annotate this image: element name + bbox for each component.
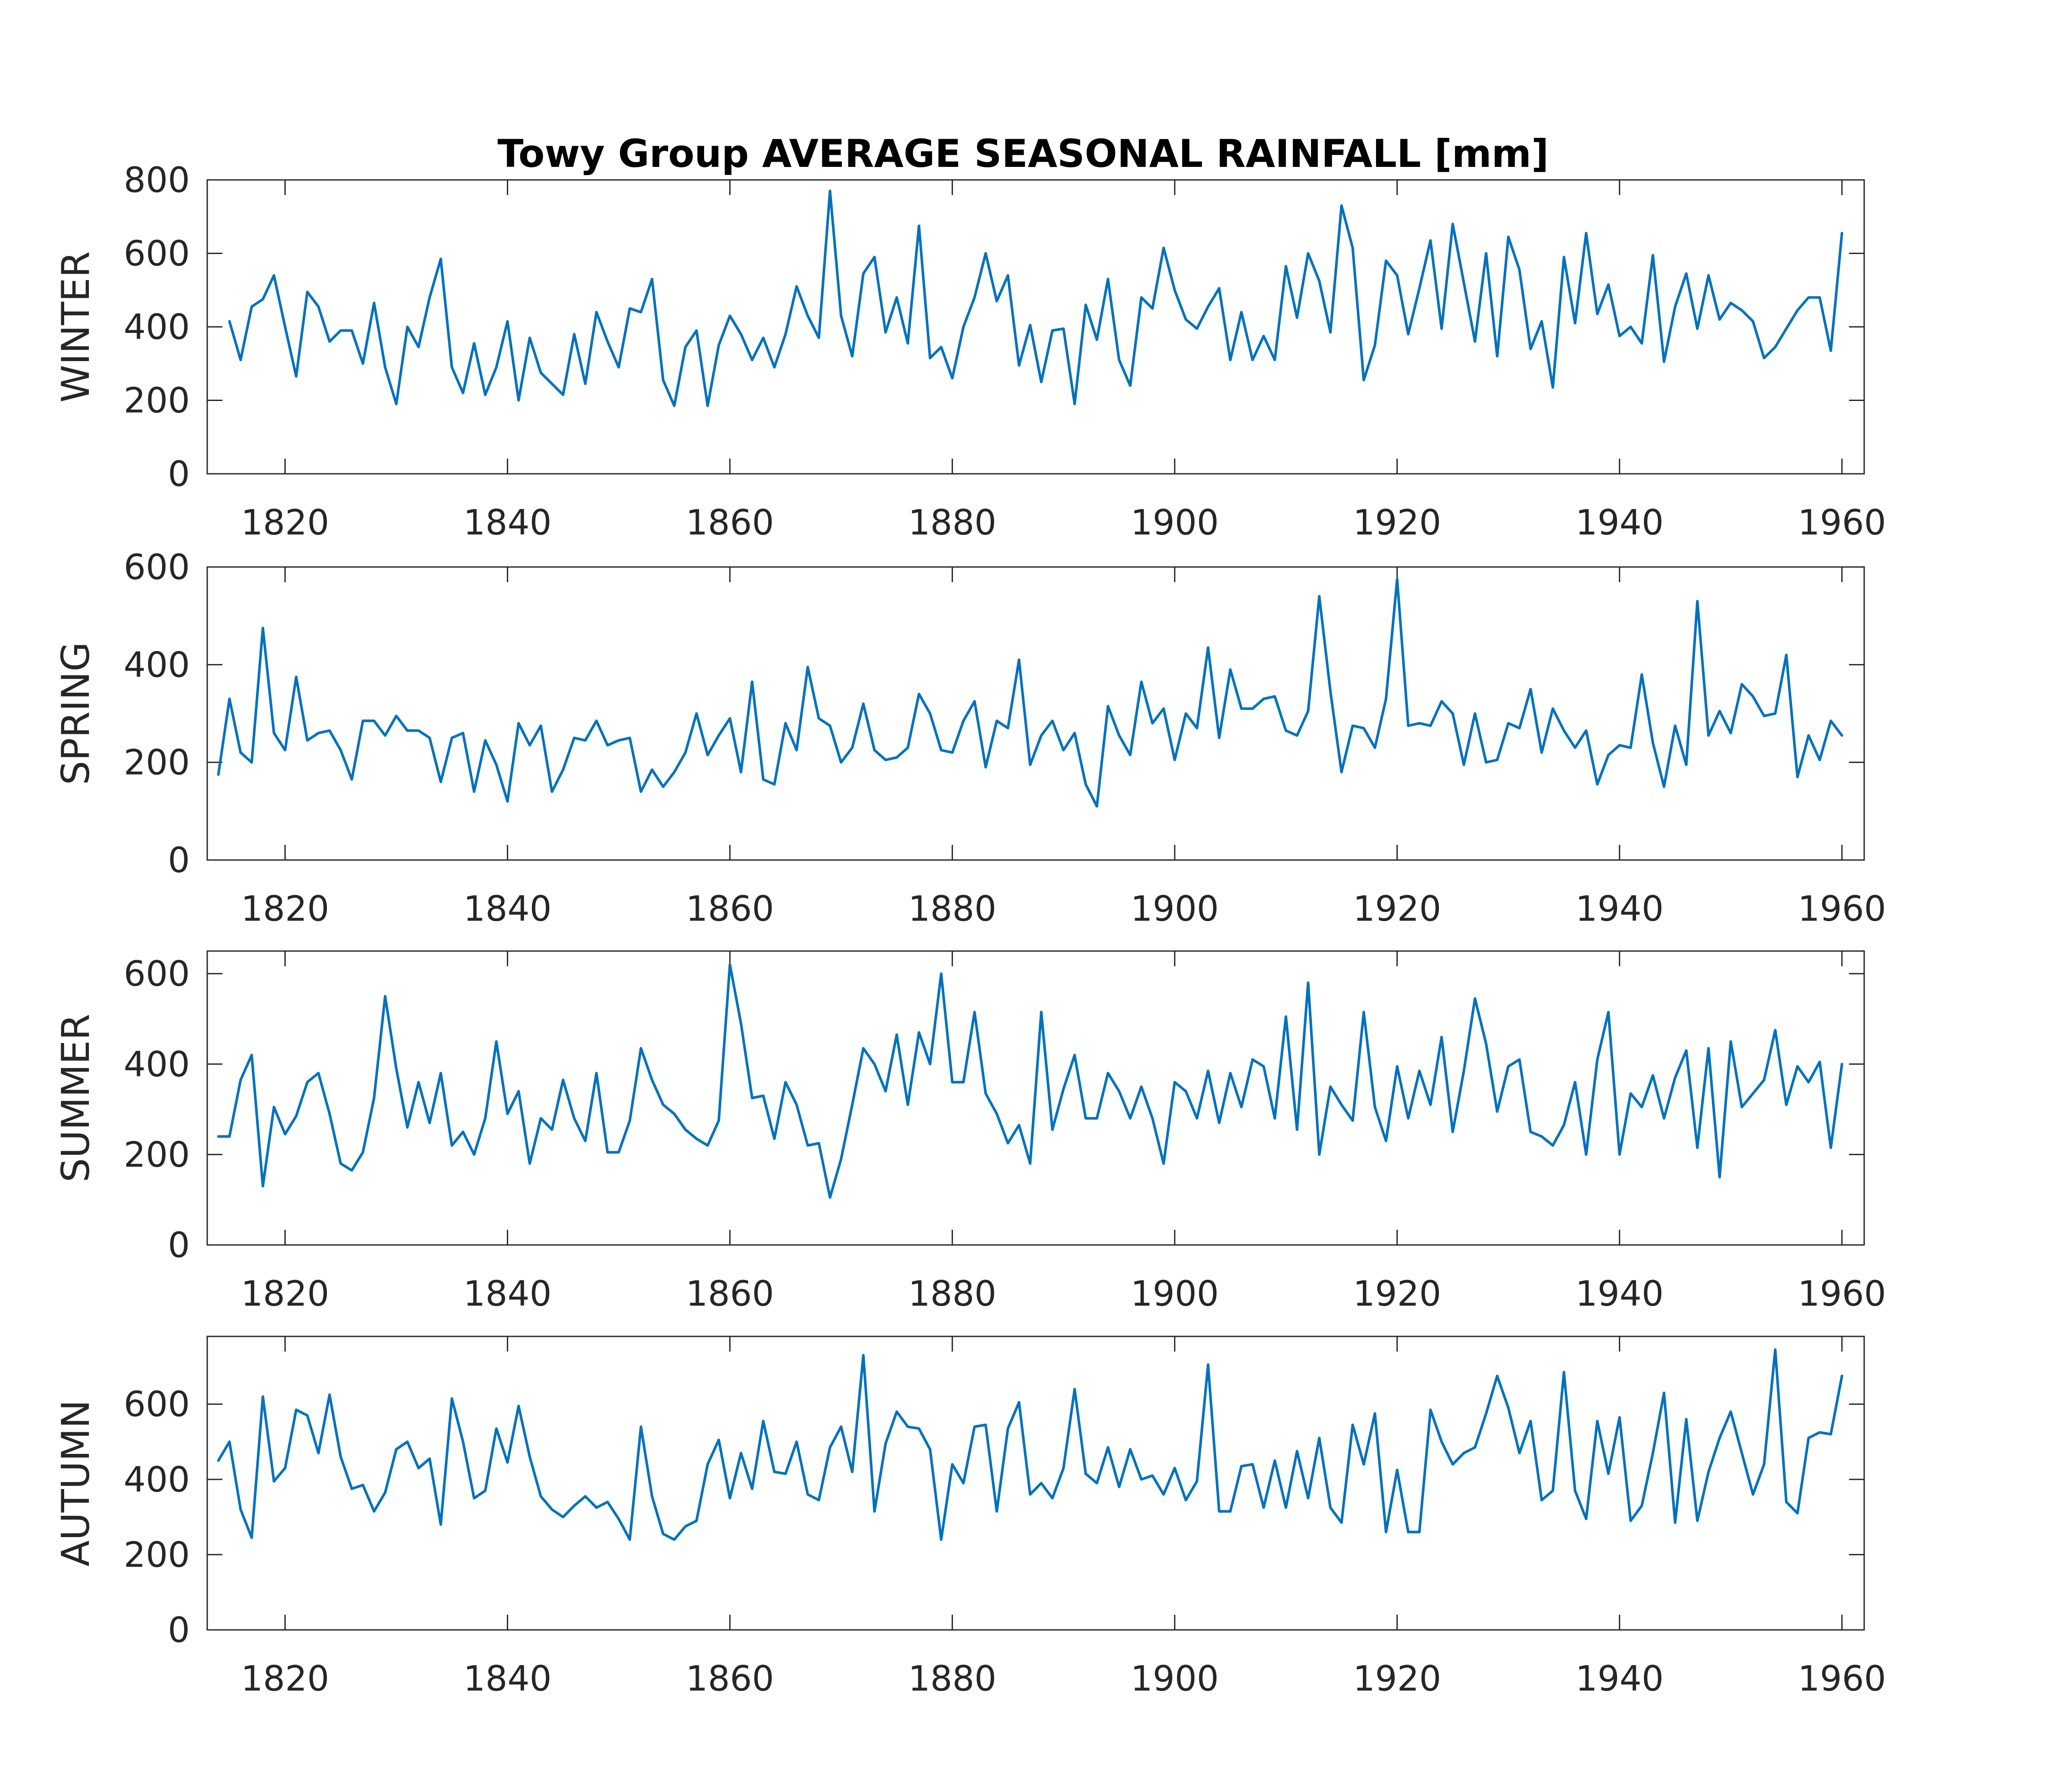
summer-axes-box (206, 950, 1865, 1246)
winter-x-tick-label: 1840 (463, 502, 552, 543)
autumn-y-tick-label: 400 (124, 1460, 190, 1500)
spring-x-tick-label: 1900 (1131, 889, 1219, 929)
winter-x-tick-label: 1920 (1353, 502, 1441, 543)
spring-x-tick-label: 1860 (686, 889, 774, 929)
autumn-x-tick-label: 1920 (1353, 1658, 1441, 1699)
summer-x-tick-label: 1900 (1131, 1274, 1219, 1314)
summer-x-tick-label: 1860 (686, 1274, 774, 1314)
autumn-y-tick-label: 0 (168, 1610, 190, 1650)
winter-y-axis-label: WINTER (53, 251, 98, 402)
spring-x-tick-label: 1940 (1575, 889, 1664, 929)
winter-y-tick-label: 800 (124, 160, 190, 200)
summer-rainfall-line (217, 963, 1843, 1199)
summer-y-tick-label: 400 (124, 1044, 190, 1085)
autumn-subplot: 1820 1840 1860 1880 1900 1920 1940 1960 0 200 400 6… (53, 1336, 1886, 1699)
autumn-x-tick-label: 1960 (1798, 1658, 1886, 1699)
winter-x-tick-label: 1880 (908, 502, 997, 543)
chart-title: Towy Group AVERAGE SEASONAL RAINFALL [mm… (498, 131, 1549, 176)
subplot-panels: 1820 1840 1860 1880 1900 1920 1940 1960 0 200 400 6… (53, 160, 1886, 1699)
winter-rainfall-line (228, 189, 1843, 407)
summer-x-tick-label: 1880 (908, 1274, 997, 1314)
spring-x-tick-label: 1960 (1798, 889, 1886, 929)
winter-x-tick-label: 1960 (1798, 502, 1886, 543)
winter-y-tick-label: 600 (124, 234, 190, 274)
autumn-y-tick-label: 600 (124, 1384, 190, 1424)
spring-y-tick-label: 400 (124, 645, 190, 685)
autumn-x-tick-label: 1940 (1575, 1658, 1664, 1699)
winter-y-tick-label: 0 (168, 454, 190, 494)
winter-x-tick-label: 1860 (686, 502, 774, 543)
spring-y-tick-label: 0 (168, 840, 190, 880)
autumn-y-tick-label: 200 (124, 1535, 190, 1575)
spring-y-tick-label: 600 (124, 547, 190, 587)
summer-y-tick-label: 600 (124, 954, 190, 994)
winter-x-tick-label: 1940 (1575, 502, 1664, 543)
summer-y-axis-label: SUMMER (53, 1014, 98, 1183)
winter-subplot: 1820 1840 1860 1880 1900 1920 1940 1960 0 200 400 6… (53, 160, 1886, 543)
winter-x-tick-label: 1820 (241, 502, 329, 543)
spring-axes-box (206, 566, 1865, 861)
summer-x-tick-label: 1960 (1798, 1274, 1886, 1314)
spring-x-tick-label: 1840 (463, 889, 552, 929)
winter-y-tick-label: 200 (124, 381, 190, 421)
spring-x-tick-label: 1920 (1353, 889, 1441, 929)
spring-rainfall-line (217, 578, 1843, 808)
summer-y-tick-label: 200 (124, 1134, 190, 1175)
spring-y-axis-label: SPRING (53, 642, 98, 785)
autumn-y-axis-label: AUTUMN (53, 1400, 98, 1567)
autumn-x-tick-label: 1900 (1131, 1658, 1219, 1699)
winter-x-tick-label: 1900 (1131, 502, 1219, 543)
spring-subplot: 1820 1840 1860 1880 1900 1920 1940 1960 0 200 400 6… (53, 547, 1886, 929)
autumn-x-tick-label: 1820 (241, 1658, 329, 1699)
winter-y-tick-label: 400 (124, 307, 190, 347)
spring-x-tick-label: 1820 (241, 889, 329, 929)
summer-x-tick-label: 1840 (463, 1274, 552, 1314)
summer-x-tick-label: 1820 (241, 1274, 329, 1314)
autumn-axes-box (206, 1336, 1865, 1631)
autumn-x-tick-label: 1880 (908, 1658, 997, 1699)
autumn-rainfall-line (217, 1348, 1843, 1541)
summer-x-tick-label: 1940 (1575, 1274, 1664, 1314)
spring-y-tick-label: 200 (124, 743, 190, 783)
autumn-x-tick-label: 1840 (463, 1658, 552, 1699)
spring-x-tick-label: 1880 (908, 889, 997, 929)
summer-subplot: 1820 1840 1860 1880 1900 1920 1940 1960 0 200 400 6… (53, 950, 1886, 1314)
summer-x-tick-label: 1920 (1353, 1274, 1441, 1314)
summer-y-tick-label: 0 (168, 1225, 190, 1265)
autumn-x-tick-label: 1860 (686, 1658, 774, 1699)
